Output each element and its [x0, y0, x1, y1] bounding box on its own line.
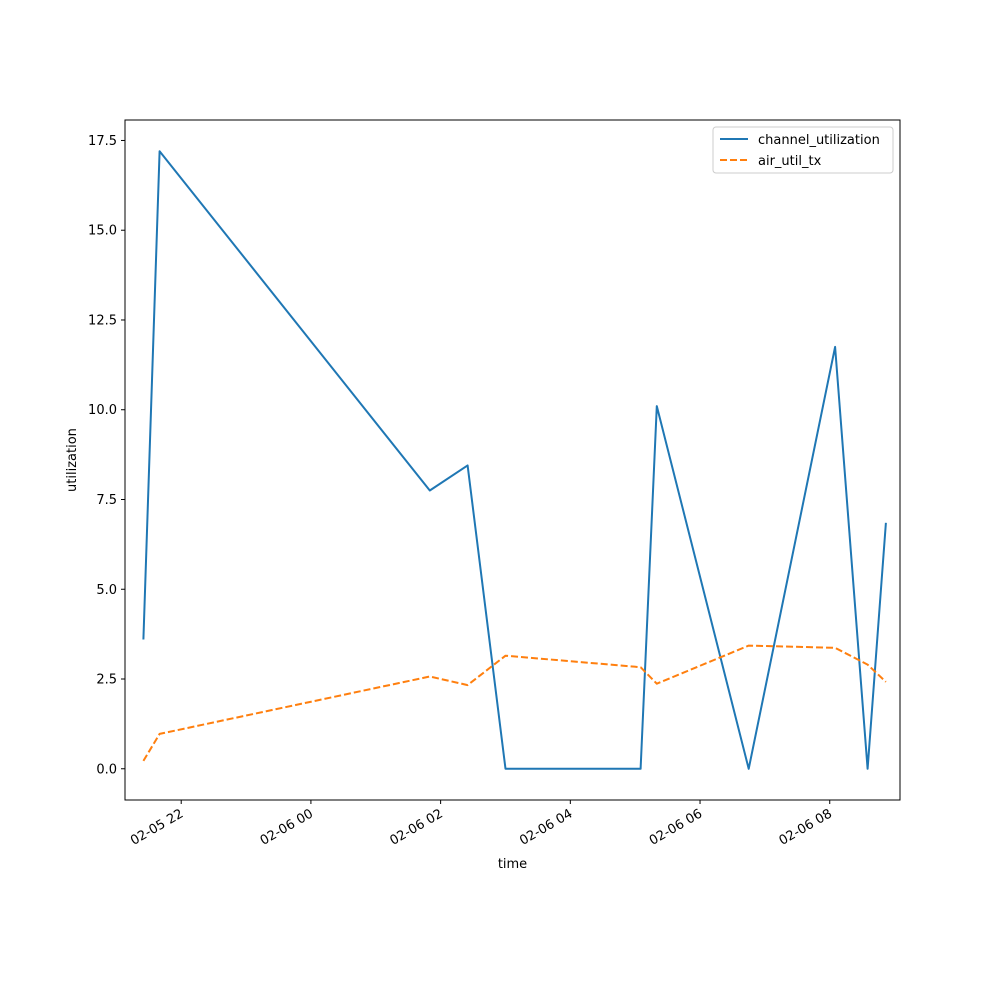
legend-label-air_util_tx: air_util_tx: [758, 154, 822, 169]
series-line-air_util_tx: [142, 644, 887, 762]
x-axis-title: time: [498, 857, 527, 872]
legend-label-channel_utilization: channel_utilization: [758, 133, 880, 148]
y-tick-label: 7.5: [96, 493, 117, 508]
legend: channel_utilization air_util_tx: [712, 126, 894, 174]
y-tick-label: 15.0: [88, 224, 117, 239]
y-tick-label: 5.0: [96, 583, 117, 598]
y-tick-label: 0.0: [96, 762, 117, 777]
y-axis-title: utilization: [65, 428, 80, 492]
y-tick-label: 10.0: [88, 403, 117, 418]
plot-area: [142, 150, 887, 770]
legend-box: [712, 126, 894, 174]
axes-frame: [124, 119, 901, 801]
y-tick-label: 2.5: [96, 673, 117, 688]
y-tick-label: 12.5: [88, 313, 117, 328]
series-line-channel_utilization: [142, 150, 887, 770]
y-tick-label: 17.5: [88, 134, 117, 149]
